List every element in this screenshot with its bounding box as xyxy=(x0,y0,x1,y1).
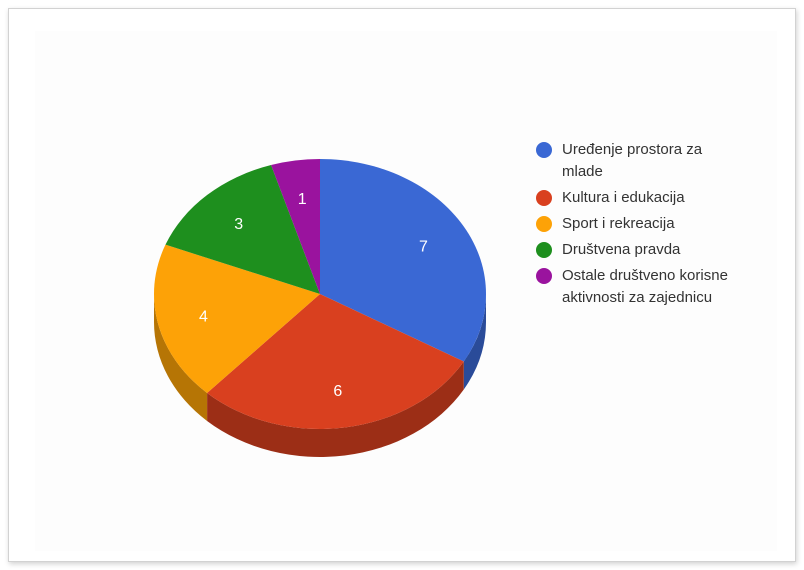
pie-slice-0 xyxy=(320,159,486,362)
legend-swatch xyxy=(536,190,552,206)
pie-side-0 xyxy=(463,294,486,390)
slice-value-label: 4 xyxy=(199,309,208,326)
chart-area: 7 6 4 3 1 Uređenje prostora za mlade Kultura … xyxy=(35,31,777,551)
pie-slice-4 xyxy=(271,159,320,294)
legend-swatch xyxy=(536,142,552,158)
slice-value-label: 3 xyxy=(234,216,243,233)
legend-item: Sport i rekreacija xyxy=(532,213,732,235)
pie-side-2 xyxy=(154,294,208,421)
legend-item: Ostale društveno korisne aktivnosti za z… xyxy=(532,265,732,309)
pie-side-1 xyxy=(207,361,464,457)
legend-label: Sport i rekreacija xyxy=(562,215,675,232)
slice-value-label: 7 xyxy=(419,238,428,255)
pie-slice-3 xyxy=(165,165,320,294)
legend-swatch xyxy=(536,242,552,258)
chart-legend: Uređenje prostora za mlade Kultura i eduk… xyxy=(532,139,732,313)
pie-chart: 7 6 4 3 1 xyxy=(153,159,486,457)
legend-label: Uređenje prostora za mlade xyxy=(562,141,703,180)
slice-value-label: 1 xyxy=(298,191,307,208)
pie-slice-1 xyxy=(207,294,464,429)
legend-swatch xyxy=(536,216,552,232)
legend-label: Kultura i edukacija xyxy=(562,189,685,206)
chart-frame: 7 6 4 3 1 Uređenje prostora za mlade Kultura … xyxy=(8,8,796,562)
legend-item: Uređenje prostora za mlade xyxy=(532,139,732,183)
legend-label: Društvena pravda xyxy=(562,241,681,258)
legend-swatch xyxy=(536,268,552,284)
legend-item: Društvena pravda xyxy=(532,239,732,261)
legend-label: Ostale društveno korisne aktivnosti za z… xyxy=(562,267,728,306)
pie-slice-2 xyxy=(153,244,320,393)
legend-item: Kultura i edukacija xyxy=(532,187,732,209)
slice-value-label: 6 xyxy=(333,383,342,400)
